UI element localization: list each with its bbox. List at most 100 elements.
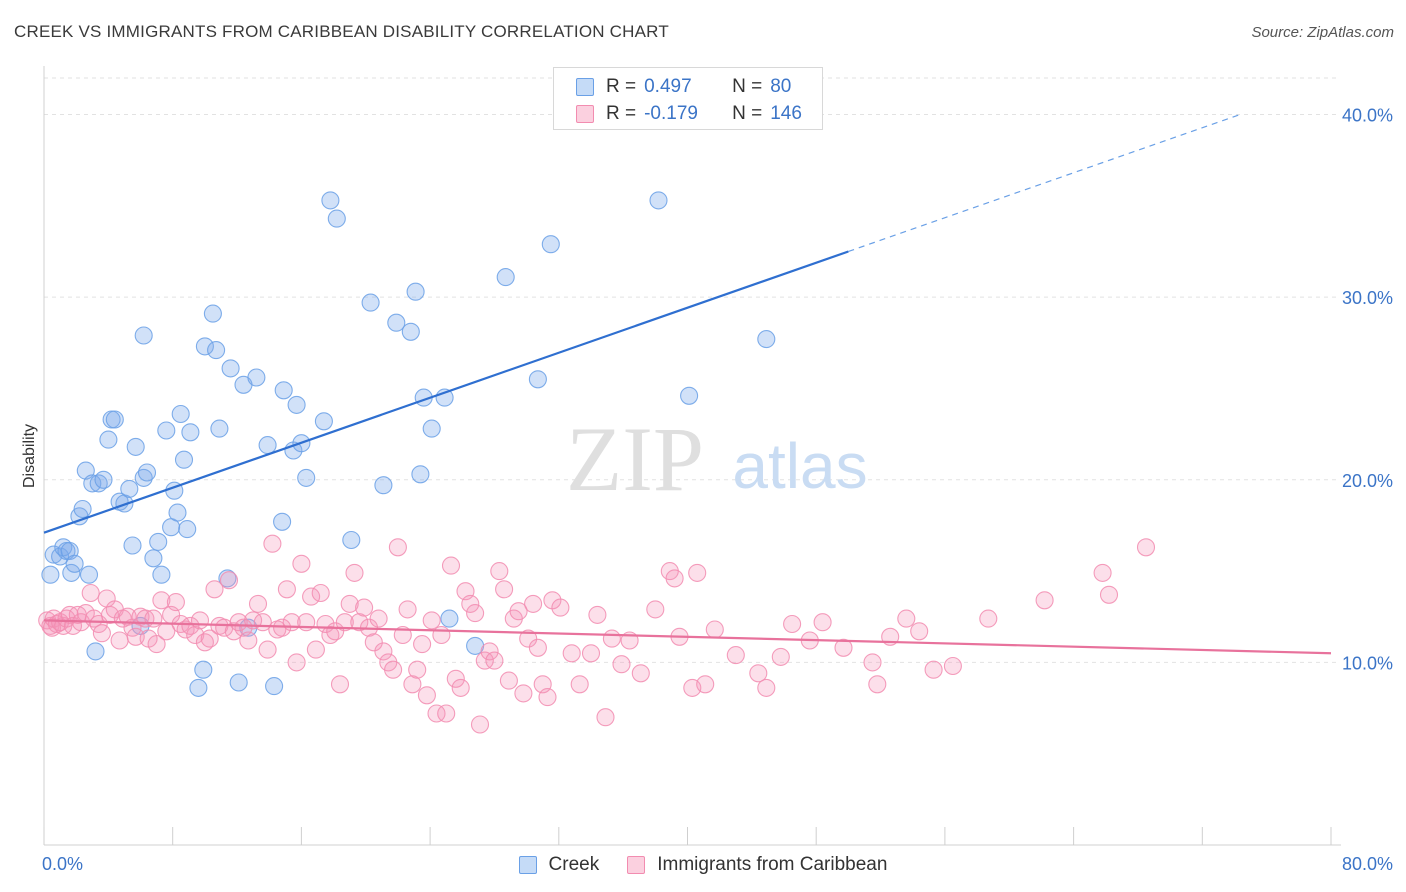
- caribbean-point: [726, 646, 745, 665]
- creek-point: [134, 326, 153, 345]
- caribbean-point: [524, 594, 543, 613]
- creek-point: [79, 565, 99, 584]
- creek-point: [496, 268, 515, 287]
- caribbean-point: [166, 593, 185, 612]
- creek-point: [137, 463, 157, 482]
- caribbean-point: [335, 613, 354, 632]
- caribbean-point: [813, 613, 832, 632]
- caribbean-point: [834, 638, 853, 657]
- caribbean-point: [480, 642, 499, 661]
- creek-point: [149, 532, 168, 551]
- legend-row-creek: R = 0.497 N = 80: [576, 74, 791, 100]
- legend-n-label: N =: [732, 76, 763, 97]
- legend-r-label: R =: [606, 76, 637, 97]
- caribbean-point: [384, 660, 403, 679]
- creek-trend-line: [43, 250, 849, 534]
- caribbean-point: [350, 613, 369, 632]
- caribbean-point: [1136, 538, 1156, 557]
- caribbean-point: [147, 635, 166, 654]
- caribbean-point: [665, 569, 684, 588]
- caribbean-point: [646, 600, 665, 619]
- creek-point: [221, 359, 240, 378]
- caribbean-point: [355, 598, 374, 617]
- caribbean-point: [292, 554, 311, 573]
- caribbean-point: [897, 609, 916, 628]
- caribbean-point: [81, 583, 100, 603]
- caribbean-point: [757, 678, 776, 697]
- caribbean-point: [514, 684, 533, 703]
- creek-point: [411, 465, 430, 484]
- caribbean-point: [466, 604, 485, 623]
- creek-point: [189, 678, 208, 697]
- caribbean-point: [302, 587, 321, 606]
- creek-point: [757, 330, 776, 349]
- caribbean-point: [186, 625, 205, 645]
- creek-point: [649, 191, 668, 210]
- caribbean-point: [1035, 591, 1054, 610]
- legend-swatch-caribbean: [576, 105, 594, 123]
- caribbean-point: [470, 715, 490, 734]
- caribbean-point: [588, 605, 607, 624]
- legend-n-label: N =: [732, 103, 763, 124]
- creek-point: [195, 337, 214, 356]
- legend-n-value: 146: [770, 103, 802, 124]
- creek-point: [174, 450, 194, 469]
- legend-row-caribbean: R = -0.179 N = 146: [576, 101, 802, 127]
- caribbean-point: [190, 611, 210, 630]
- caribbean-point: [144, 609, 163, 628]
- caribbean-point: [562, 644, 581, 663]
- creek-point: [406, 282, 425, 301]
- creek-point: [123, 536, 142, 555]
- watermark: ZIP atlas: [566, 408, 868, 510]
- caribbean-point: [92, 624, 111, 643]
- creek-point: [273, 512, 292, 531]
- caribbean-point: [330, 675, 350, 694]
- caribbean-point: [287, 653, 306, 672]
- chart-title: CREEK VS IMMIGRANTS FROM CARIBBEAN DISAB…: [14, 22, 669, 41]
- creek-point: [134, 468, 153, 487]
- caribbean-point: [475, 651, 494, 670]
- creek-point: [126, 437, 145, 456]
- caribbean-point: [258, 640, 277, 659]
- y-tick-label: 30.0%: [1342, 288, 1393, 308]
- creek-point: [422, 419, 441, 438]
- caribbean-point: [910, 622, 929, 641]
- creek-point: [99, 430, 118, 449]
- series-swatch-caribbean: [627, 856, 646, 874]
- caribbean-point: [369, 609, 388, 628]
- creek-point: [73, 499, 92, 519]
- x-tick-label-max: 80.0%: [1342, 854, 1393, 874]
- caribbean-point: [924, 660, 943, 679]
- caribbean-point: [602, 629, 621, 648]
- caribbean-point: [688, 563, 707, 582]
- creek-point: [229, 673, 248, 692]
- caribbean-point: [979, 609, 998, 628]
- caribbean-point: [783, 614, 802, 634]
- caribbean-point: [749, 664, 768, 683]
- creek-point: [41, 565, 60, 584]
- creek-point: [168, 503, 187, 522]
- caribbean-point: [538, 688, 557, 707]
- creek-point: [321, 191, 340, 210]
- creek-point: [210, 419, 229, 438]
- creek-point: [65, 554, 84, 573]
- series-legend-caribbean: Immigrants from Caribbean: [627, 854, 887, 876]
- caribbean-point: [176, 620, 195, 639]
- creek-point: [327, 209, 346, 228]
- caribbean-point: [306, 640, 325, 659]
- creek-trend-extension: [848, 113, 1243, 253]
- caribbean-point: [427, 704, 446, 723]
- creek-point: [387, 313, 406, 332]
- creek-point: [86, 642, 105, 661]
- caribbean-point: [224, 622, 243, 641]
- series-label-caribbean: Immigrants from Caribbean: [657, 854, 888, 875]
- creek-point: [287, 395, 306, 414]
- creek-point: [181, 423, 200, 442]
- watermark-zip: ZIP: [566, 408, 704, 510]
- caribbean-point: [388, 538, 407, 557]
- creek-point: [89, 474, 108, 493]
- y-tick-label: 40.0%: [1342, 106, 1393, 126]
- caribbean-point: [631, 664, 650, 683]
- y-tick-label: 10.0%: [1342, 653, 1393, 673]
